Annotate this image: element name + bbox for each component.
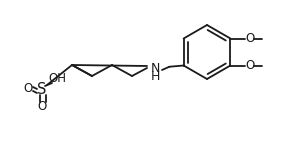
Text: N: N: [150, 61, 160, 74]
Text: OH: OH: [48, 72, 66, 86]
Text: S: S: [37, 83, 47, 97]
Text: O: O: [24, 82, 33, 94]
Text: O: O: [246, 59, 255, 72]
Text: H: H: [150, 71, 160, 84]
Text: O: O: [37, 101, 47, 113]
Text: O: O: [246, 32, 255, 45]
